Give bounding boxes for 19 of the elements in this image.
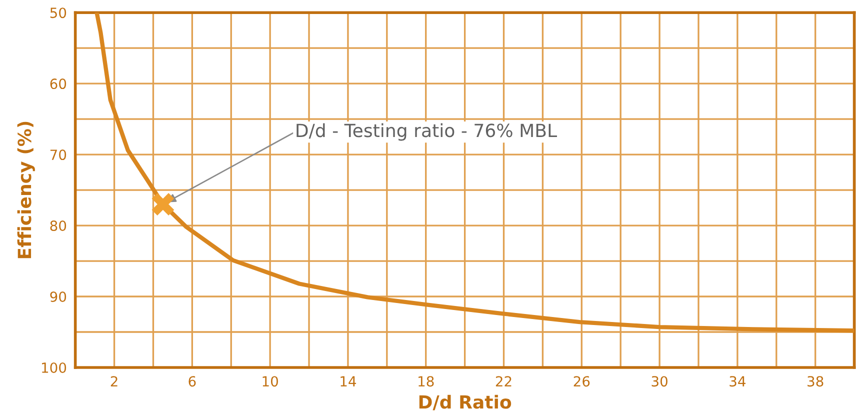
y-tick-label: 50 [50, 8, 66, 18]
y-tick-label: 70 [50, 150, 66, 160]
y-tick-label: 80 [50, 220, 66, 232]
x-tick-label: 30 [652, 376, 668, 387]
y-tick-label: 100 [42, 362, 66, 373]
x-tick-label: 26 [574, 376, 590, 387]
x-tick-label: 14 [340, 376, 356, 386]
y-tick-label: 90 [50, 291, 66, 302]
x-tick-label: 18 [418, 376, 434, 387]
y-tick-label: 60 [50, 78, 66, 90]
annotation: D/d - Testing ratio - 76% MBL [296, 123, 557, 141]
x-tick-label: 2 [110, 376, 118, 386]
x-tick-label: 38 [808, 376, 824, 387]
x-tick-label: 34 [730, 376, 746, 387]
y-axis-title: Efficiency (%) [17, 122, 35, 258]
x-tick-label: 10 [262, 376, 278, 387]
x-axis-title: D/d Ratio [419, 394, 512, 410]
x-tick-label: 6 [188, 376, 196, 387]
x-tick-label: 22 [496, 376, 512, 386]
